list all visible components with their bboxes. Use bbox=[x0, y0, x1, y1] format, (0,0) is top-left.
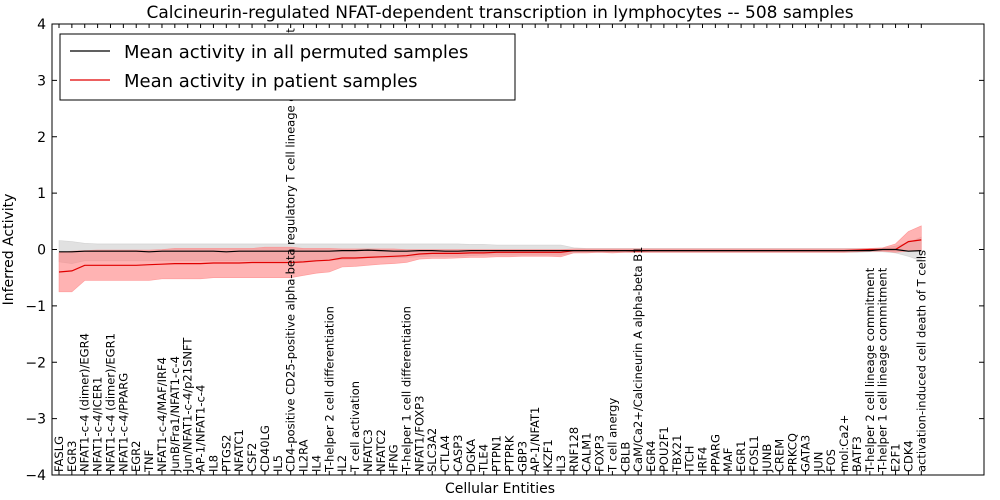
x-category-label: IRF4 bbox=[696, 447, 710, 472]
y-tick-label: −3 bbox=[25, 412, 46, 428]
x-category-label: RNF128 bbox=[567, 427, 581, 472]
x-category-label: IL3 bbox=[554, 455, 568, 472]
y-tick-label: 4 bbox=[37, 17, 46, 33]
x-category-label: EGR3 bbox=[65, 441, 79, 473]
x-category-label: IFNG bbox=[387, 444, 401, 472]
y-tick-label: −1 bbox=[25, 299, 46, 315]
x-category-label: AP-1/NFAT1-c-4 bbox=[194, 385, 208, 472]
y-tick-label: 0 bbox=[37, 243, 46, 259]
x-category-label: E2F1 bbox=[889, 443, 903, 472]
series-1-range-band bbox=[58, 225, 922, 293]
x-category-label: Jun/NFAT1-c-4/p21SNFT bbox=[181, 337, 195, 473]
x-category-label: NFAT1-c-4/ICER1 bbox=[91, 377, 105, 472]
x-category-label: T-helper 1 cell differentiation bbox=[400, 306, 414, 473]
x-category-label: NFATC2 bbox=[374, 429, 388, 472]
x-category-label: NFATC1 bbox=[232, 429, 246, 472]
x-category-label: NFAT1-c-4/MAF/IRF4 bbox=[155, 357, 169, 472]
x-category-label: CD40LG bbox=[258, 425, 272, 472]
x-category-label: AP-1/NFAT1 bbox=[528, 407, 542, 472]
legend: Mean activity in all permuted samples Me… bbox=[59, 33, 516, 101]
x-category-label: JUNB bbox=[760, 444, 774, 473]
x-category-label: CBLB bbox=[618, 442, 632, 472]
y-tick-label: −4 bbox=[25, 468, 46, 484]
x-category-label: BATF3 bbox=[850, 436, 864, 472]
x-category-label: PRKCQ bbox=[786, 433, 800, 472]
x-category-label: CaM/Ca2+/Calcineurin A alpha-beta B1 bbox=[631, 247, 645, 472]
x-category-label: TBX21 bbox=[670, 435, 684, 473]
x-category-label: mol:Ca2+ bbox=[837, 415, 851, 472]
x-category-label: IL2RA bbox=[297, 439, 311, 472]
x-axis-label: Cellular Entities bbox=[445, 481, 555, 497]
x-category-label: POU2F1 bbox=[657, 426, 671, 472]
x-category-label: EGR2 bbox=[129, 441, 143, 473]
x-category-label: FOXP3 bbox=[593, 435, 607, 472]
legend-box bbox=[59, 33, 516, 101]
x-category-label: PPARG bbox=[708, 434, 722, 472]
x-category-label: JUN bbox=[811, 452, 825, 473]
x-category-label: NFAT1-c-4 (dimer)/EGR4 bbox=[78, 333, 92, 472]
x-category-label: IL8 bbox=[206, 455, 220, 472]
x-category-label: FOS bbox=[824, 449, 838, 472]
x-category-label: IL4 bbox=[309, 455, 323, 472]
x-category-label: FOSL1 bbox=[747, 435, 761, 472]
x-category-label: EGR1 bbox=[734, 441, 748, 473]
x-category-label: EGR4 bbox=[644, 441, 658, 473]
x-category-label: PTGS2 bbox=[219, 435, 233, 473]
x-category-label: MAF bbox=[721, 448, 735, 472]
x-category-label: FASLG bbox=[52, 436, 66, 472]
x-category-label: SLC3A2 bbox=[425, 428, 439, 472]
legend-label-patient: Mean activity in patient samples bbox=[124, 71, 418, 92]
x-category-label: CASP3 bbox=[451, 435, 465, 472]
x-category-label: IL5 bbox=[271, 455, 285, 472]
x-category-label: T cell activation bbox=[348, 381, 362, 473]
x-category-label: CALM1 bbox=[580, 432, 594, 472]
plot-area bbox=[58, 225, 922, 293]
x-category-label: GBP3 bbox=[515, 441, 529, 472]
x-category-label: TLE4 bbox=[477, 444, 491, 473]
x-category-label: CD4-positive CD25-positive alpha-beta re… bbox=[284, 28, 298, 472]
x-category-label: JunB/Fra1/NFAT1-c-4 bbox=[168, 356, 182, 473]
x-category-label: IKZF1 bbox=[541, 439, 555, 472]
y-tick-label: 3 bbox=[37, 73, 46, 89]
x-category-label: CDK4 bbox=[901, 440, 915, 472]
x-category-label: CTLA4 bbox=[438, 435, 452, 472]
legend-label-permuted: Mean activity in all permuted samples bbox=[124, 42, 468, 63]
y-tick-label: 2 bbox=[37, 130, 46, 146]
chart-title: Calcineurin-regulated NFAT-dependent tra… bbox=[146, 3, 853, 23]
x-category-label: PTPN1 bbox=[490, 435, 504, 472]
y-tick-label: −2 bbox=[25, 355, 46, 371]
y-axis: 4 3 2 1 0 −1 −2 −3 −4 bbox=[25, 17, 984, 484]
x-category-label: activation-induced cell death of T cells bbox=[914, 250, 928, 472]
x-category-label: T-helper 2 cell lineage commitment bbox=[863, 267, 877, 473]
x-category-label: IL2 bbox=[335, 455, 349, 472]
y-tick-label: 1 bbox=[37, 186, 46, 202]
x-category-label: T cell anergy bbox=[605, 398, 619, 473]
x-category-label: GATA3 bbox=[799, 435, 813, 472]
x-category-label: NFAT1/FOXP3 bbox=[412, 396, 426, 472]
x-category-label: T-helper 1 cell lineage commitment bbox=[876, 267, 890, 473]
x-category-label: CREM bbox=[773, 439, 787, 472]
x-category-label: PTPRK bbox=[503, 435, 517, 472]
x-category-label: TNF bbox=[142, 450, 156, 473]
x-category-label: NFAT1-c-4/PPARG bbox=[116, 373, 130, 472]
x-category-label: ITCH bbox=[683, 446, 697, 472]
y-axis-label: Inferred Activity bbox=[1, 194, 17, 306]
x-category-label: NFATC3 bbox=[361, 429, 375, 472]
series-0-mean-line bbox=[59, 248, 922, 253]
x-category-label: CSF2 bbox=[245, 443, 259, 472]
x-category-label: NFAT1-c-4 (dimer)/EGR1 bbox=[104, 333, 118, 472]
x-category-label: DGKA bbox=[464, 439, 478, 472]
x-category-label: T-helper 2 cell differentiation bbox=[322, 306, 336, 473]
